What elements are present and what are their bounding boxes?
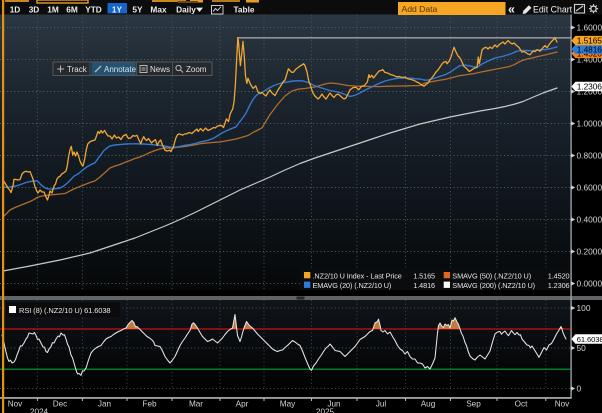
svg-text:5Y: 5Y: [132, 4, 143, 14]
svg-text:1.5165: 1.5165: [413, 271, 435, 280]
svg-text:0.6000: 0.6000: [577, 183, 602, 193]
svg-text:0.0000: 0.0000: [577, 279, 602, 289]
svg-text:1.0000: 1.0000: [577, 119, 602, 129]
svg-text:Mar: Mar: [189, 400, 203, 409]
svg-text:Table: Table: [233, 4, 254, 14]
svg-text:May: May: [280, 400, 296, 409]
svg-text:50: 50: [577, 343, 587, 353]
svg-text:SMAVG (50) (.NZ2/10 U): SMAVG (50) (.NZ2/10 U): [452, 271, 531, 280]
svg-text:0: 0: [577, 384, 582, 394]
svg-text:Edit Chart: Edit Chart: [533, 4, 573, 14]
svg-text:Nov: Nov: [555, 400, 570, 409]
svg-text:3D: 3D: [29, 4, 40, 14]
svg-text:Add Data: Add Data: [402, 4, 438, 14]
svg-text:YTD: YTD: [85, 4, 102, 14]
svg-text:Nov: Nov: [8, 400, 23, 409]
svg-text:1.2306: 1.2306: [577, 82, 602, 92]
svg-text:1.4520: 1.4520: [548, 271, 570, 280]
svg-text:Jun: Jun: [327, 400, 341, 409]
svg-text:Apr: Apr: [236, 400, 249, 409]
svg-text:100: 100: [577, 303, 591, 313]
svg-text:2024: 2024: [30, 408, 49, 413]
svg-text:0.2000: 0.2000: [577, 247, 602, 257]
svg-text:.NZ2/10 U Index - Last Price: .NZ2/10 U Index - Last Price: [313, 271, 402, 280]
svg-text:Jan: Jan: [98, 400, 112, 409]
svg-text:1.4816: 1.4816: [577, 44, 602, 54]
svg-text:61.6038: 61.6038: [577, 335, 602, 344]
svg-text:SMAVG (200) (.NZ2/10 U): SMAVG (200) (.NZ2/10 U): [452, 281, 535, 290]
svg-text:1.4000: 1.4000: [577, 55, 602, 65]
svg-text:1Y: 1Y: [112, 4, 123, 14]
svg-text:EMAVG (20) (.NZ2/10 U): EMAVG (20) (.NZ2/10 U): [313, 281, 392, 290]
svg-text:0.4000: 0.4000: [577, 215, 602, 225]
svg-text:6M: 6M: [66, 4, 78, 14]
svg-text:Track: Track: [67, 65, 88, 74]
svg-text:News: News: [150, 65, 170, 74]
svg-text:1M: 1M: [47, 4, 59, 14]
svg-text:Sep: Sep: [466, 400, 481, 409]
svg-text:Zoom: Zoom: [186, 65, 207, 74]
svg-text:1D: 1D: [10, 4, 21, 14]
svg-text:RSI (8) (.NZ2/10 U) 61.6038: RSI (8) (.NZ2/10 U) 61.6038: [19, 306, 111, 315]
svg-text:2025: 2025: [316, 408, 335, 413]
svg-text:«: «: [508, 2, 515, 16]
svg-text:Max: Max: [150, 4, 167, 14]
svg-text:Daily: Daily: [176, 4, 196, 14]
svg-text:1.2306: 1.2306: [548, 281, 570, 290]
svg-text:Jul: Jul: [376, 400, 387, 409]
svg-text:1.2000: 1.2000: [577, 87, 602, 97]
svg-text:0.8000: 0.8000: [577, 151, 602, 161]
svg-text:Feb: Feb: [142, 400, 157, 409]
svg-text:1.5165: 1.5165: [577, 36, 602, 46]
svg-text:Dec: Dec: [53, 400, 68, 409]
svg-text:1.4816: 1.4816: [413, 281, 435, 290]
svg-text:1.6000: 1.6000: [577, 23, 602, 33]
svg-text:Oct: Oct: [515, 400, 528, 409]
svg-text:Annotate: Annotate: [104, 65, 137, 74]
svg-text:Aug: Aug: [421, 400, 436, 409]
